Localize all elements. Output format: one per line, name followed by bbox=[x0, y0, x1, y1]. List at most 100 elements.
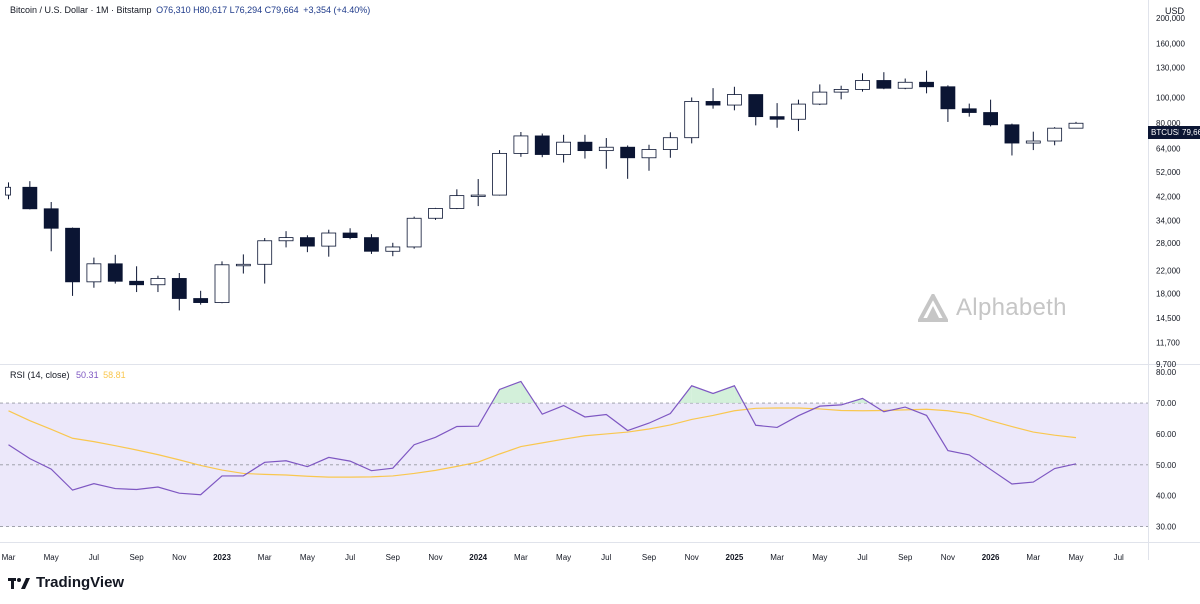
time-tick-label: 2024 bbox=[469, 553, 487, 562]
time-tick-label: May bbox=[300, 553, 315, 562]
candle-body bbox=[364, 237, 379, 252]
alphabeth-logo-icon bbox=[918, 294, 948, 322]
time-tick-label: Nov bbox=[172, 553, 186, 562]
candle-body bbox=[321, 232, 337, 247]
price-tick-label: 11,700 bbox=[1156, 339, 1180, 348]
candle-body bbox=[342, 232, 358, 239]
price-change: +3,354 (+4.40%) bbox=[303, 5, 371, 15]
time-tick-label: Jul bbox=[601, 553, 611, 562]
time-tick-label: 2026 bbox=[982, 553, 1000, 562]
candle-body bbox=[1068, 122, 1084, 129]
rsi-header: RSI (14, close) 50.31 58.81 bbox=[10, 370, 126, 380]
last-price-value-tag: 79,664 bbox=[1179, 126, 1200, 139]
tradingview-brand[interactable]: TradingView bbox=[8, 574, 124, 591]
time-tick-label: Jul bbox=[1114, 553, 1124, 562]
rsi-tick-label: 40.00 bbox=[1156, 492, 1177, 501]
tradingview-logo-icon bbox=[8, 577, 30, 589]
candle-body bbox=[171, 278, 187, 299]
candle-body bbox=[983, 112, 998, 126]
rsi-tick-label: 50.00 bbox=[1156, 461, 1177, 470]
candle-body bbox=[278, 237, 294, 242]
time-tick-label: May bbox=[812, 553, 827, 562]
candle-body bbox=[748, 94, 764, 118]
candle-body bbox=[684, 101, 700, 139]
candle-body bbox=[791, 103, 806, 120]
candle-body bbox=[598, 146, 614, 152]
candle-body bbox=[1047, 127, 1063, 142]
rsi-overbought-fill bbox=[691, 385, 714, 404]
candle-body bbox=[855, 80, 870, 90]
candle-body bbox=[940, 86, 956, 110]
candle-body bbox=[812, 91, 828, 105]
candle-body bbox=[662, 137, 678, 150]
time-tick-label: Sep bbox=[898, 553, 913, 562]
price-tick-label: 160,000 bbox=[1156, 40, 1185, 49]
currency-label[interactable]: USD bbox=[1164, 6, 1184, 16]
candle-body bbox=[620, 146, 636, 159]
candle-body bbox=[492, 152, 507, 196]
time-tick-label: Jul bbox=[89, 553, 99, 562]
time-tick-label: Mar bbox=[258, 553, 272, 562]
time-tick-label: Nov bbox=[941, 553, 955, 562]
candle-body bbox=[961, 108, 977, 113]
symbol-header: Bitcoin / U.S. Dollar · 1M · Bitstamp O7… bbox=[10, 5, 370, 15]
time-tick-label: 2023 bbox=[213, 553, 231, 562]
candle-body bbox=[833, 89, 849, 93]
rsi-tick-label: 70.00 bbox=[1156, 399, 1177, 408]
rsi-overbought-fill bbox=[713, 385, 735, 404]
candle-body bbox=[727, 94, 742, 106]
time-tick-label: May bbox=[44, 553, 59, 562]
price-tick-label: 9,700 bbox=[1156, 360, 1177, 369]
price-tick-label: 80,000 bbox=[1156, 119, 1181, 128]
time-tick-label: Mar bbox=[1026, 553, 1040, 562]
ohlc-values: O76,310 H80,617 L76,294 C79,664 bbox=[156, 5, 299, 15]
rsi-line bbox=[8, 380, 1077, 496]
rsi-value: 50.31 bbox=[76, 370, 99, 380]
tradingview-wordmark: TradingView bbox=[36, 574, 125, 591]
time-tick-label: Sep bbox=[642, 553, 657, 562]
price-tick-label: 64,000 bbox=[1156, 144, 1181, 153]
rsi-title[interactable]: RSI (14, close) bbox=[10, 370, 70, 380]
last-price-symbol-tag: BTCUSD bbox=[1148, 126, 1187, 139]
price-tick-label: 18,000 bbox=[1156, 289, 1181, 298]
time-tick-label: Mar bbox=[514, 553, 528, 562]
candle-body bbox=[470, 194, 486, 197]
price-tick-label: 28,000 bbox=[1156, 239, 1181, 248]
candle-body bbox=[129, 280, 145, 286]
time-tick-label: Nov bbox=[685, 553, 699, 562]
candle-body bbox=[1004, 124, 1020, 144]
candle-body bbox=[43, 208, 59, 229]
candle-body bbox=[705, 101, 721, 106]
rsi-tick-label: 30.00 bbox=[1156, 523, 1177, 532]
candle-body bbox=[897, 81, 913, 89]
time-tick-label: Nov bbox=[428, 553, 442, 562]
candle-body bbox=[86, 263, 102, 283]
price-tick-label: 100,000 bbox=[1156, 93, 1185, 102]
candle-body bbox=[641, 149, 657, 159]
candle-body bbox=[107, 263, 123, 282]
candle-body bbox=[214, 264, 230, 303]
candle-body bbox=[449, 195, 465, 209]
candle-body bbox=[193, 298, 209, 303]
time-tick-label: Jul bbox=[857, 553, 867, 562]
rsi-band bbox=[0, 403, 1148, 527]
rsi-tick-label: 60.00 bbox=[1156, 430, 1177, 439]
candle-body bbox=[513, 135, 529, 154]
symbol-label[interactable]: Bitcoin / U.S. Dollar · 1M · Bitstamp bbox=[10, 5, 152, 15]
watermark-text: Alphabeth bbox=[956, 294, 1067, 321]
candle-body bbox=[385, 246, 401, 252]
candle-body bbox=[150, 278, 166, 286]
candle-body bbox=[257, 240, 273, 265]
price-tick-label: 42,000 bbox=[1156, 192, 1181, 201]
rsi-overbought-fill bbox=[499, 381, 521, 404]
candle-body bbox=[299, 237, 315, 247]
price-tick-label: 130,000 bbox=[1156, 63, 1185, 72]
watermark: Alphabeth bbox=[918, 294, 1067, 322]
price-tick-label: 200,000 bbox=[1156, 14, 1185, 23]
time-tick-label: Mar bbox=[2, 553, 16, 562]
time-tick-label: Sep bbox=[386, 553, 401, 562]
candle-body bbox=[406, 217, 422, 248]
time-tick-label: Jul bbox=[345, 553, 355, 562]
price-tick-label: 22,000 bbox=[1156, 266, 1181, 275]
